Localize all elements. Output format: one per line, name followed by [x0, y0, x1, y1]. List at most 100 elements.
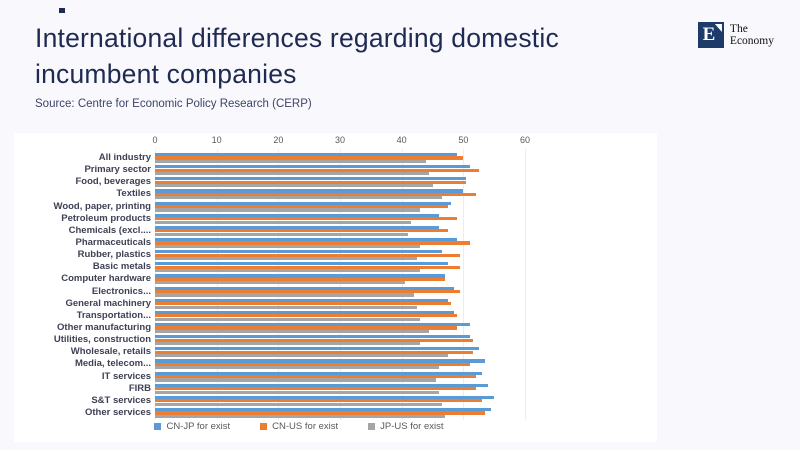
gridline	[216, 149, 218, 420]
category-label: Basic metals	[92, 261, 151, 273]
bar	[155, 205, 448, 209]
category-label: Primary sector	[84, 164, 151, 176]
category-label: Textiles	[116, 188, 151, 200]
bar	[155, 395, 495, 399]
legend-label: CN-US for exist	[272, 421, 339, 432]
category-label: Wood, paper, printing	[53, 200, 151, 212]
legend-swatch	[154, 423, 162, 430]
category-label: Wholesale, retails	[70, 346, 151, 358]
category-label: S&T services	[91, 394, 151, 406]
gridline	[401, 149, 403, 420]
x-axis-tick-label: 60	[519, 135, 530, 145]
bar	[155, 366, 439, 370]
bar	[155, 184, 433, 188]
bar	[155, 305, 418, 309]
logo-name-line1: The	[729, 23, 748, 35]
legend-item: CN-JP for exist	[154, 421, 230, 432]
logo-mark: E	[697, 22, 724, 48]
category-label: Media, telecom...	[74, 358, 151, 370]
bar	[155, 159, 427, 163]
bar	[155, 172, 430, 176]
legend-label: JP-US for exist	[380, 421, 444, 432]
bar	[155, 402, 442, 406]
bar	[155, 375, 476, 379]
bar	[155, 387, 476, 391]
category-label: All industry	[98, 152, 151, 163]
bar	[155, 257, 418, 261]
bar	[155, 274, 445, 278]
category-label: Utilities, construction	[53, 334, 151, 346]
category-label: Rubber, plastics	[77, 249, 151, 261]
bar	[155, 408, 492, 412]
gridline	[525, 149, 526, 420]
bar	[155, 253, 461, 257]
bar	[155, 338, 473, 342]
category-label: Food, beverages	[75, 176, 152, 188]
bar	[155, 323, 470, 327]
legend-label: CN-JP for exist	[166, 421, 231, 432]
legend-item: CN-US for exist	[260, 421, 338, 432]
bar	[155, 362, 470, 366]
bar	[155, 153, 458, 157]
bar	[155, 192, 476, 196]
bar	[155, 269, 421, 273]
bar	[155, 298, 448, 302]
page-title: International differences regarding dome…	[35, 23, 559, 89]
category-label: Transportation...	[76, 309, 151, 321]
bar	[155, 378, 436, 382]
bar	[155, 347, 479, 351]
category-label: Chemicals (excl....	[68, 224, 151, 236]
x-axis-tick-label: 20	[273, 135, 284, 145]
category-label: Pharmaceuticals	[75, 237, 151, 248]
bar	[155, 383, 488, 387]
gridline	[340, 149, 341, 420]
bar	[155, 286, 455, 290]
bar	[155, 250, 442, 254]
bar	[155, 241, 470, 245]
the-economy-logo: E The Economy	[697, 22, 774, 48]
bar	[155, 232, 408, 236]
bar-chart: 0 10 20 30 40 50 60 All industry Primary sector F…	[14, 133, 657, 442]
bar	[155, 310, 455, 314]
x-axis-tick-label: 0	[152, 135, 158, 145]
bar	[155, 302, 451, 306]
bar	[155, 390, 439, 394]
bar	[155, 196, 442, 200]
logo-name: The Economy	[730, 23, 774, 47]
bar	[155, 371, 482, 375]
bar	[155, 281, 405, 285]
bar	[155, 293, 414, 297]
x-axis-tick-label: 30	[334, 135, 345, 145]
bar	[155, 317, 421, 321]
bar	[155, 359, 485, 363]
logo-apostrophe-icon	[714, 24, 722, 32]
bar	[155, 168, 479, 172]
bar	[155, 220, 411, 224]
bar	[155, 314, 458, 318]
bar	[155, 177, 467, 181]
bar	[155, 244, 421, 248]
category-label: General machinery	[65, 297, 151, 309]
bar	[155, 262, 448, 266]
legend-item: JP-US for exist	[368, 421, 444, 432]
bar	[155, 411, 485, 415]
gridline	[155, 149, 156, 420]
legend-swatch	[260, 423, 268, 430]
bar	[155, 335, 470, 339]
legend-swatch	[368, 423, 376, 430]
bar	[155, 290, 461, 294]
category-label: IT services	[101, 370, 151, 382]
bar	[155, 329, 430, 333]
gridline	[278, 149, 280, 420]
x-axis-tick-label: 40	[396, 135, 407, 145]
category-label: Petroleum products	[61, 212, 151, 224]
category-label: FIRB	[128, 382, 151, 394]
corner-accent-square	[59, 8, 65, 13]
bar	[155, 189, 464, 193]
category-label: Other services	[84, 407, 151, 418]
bar	[155, 208, 421, 212]
bar	[155, 354, 448, 358]
bar	[155, 229, 448, 233]
bar	[155, 326, 458, 330]
